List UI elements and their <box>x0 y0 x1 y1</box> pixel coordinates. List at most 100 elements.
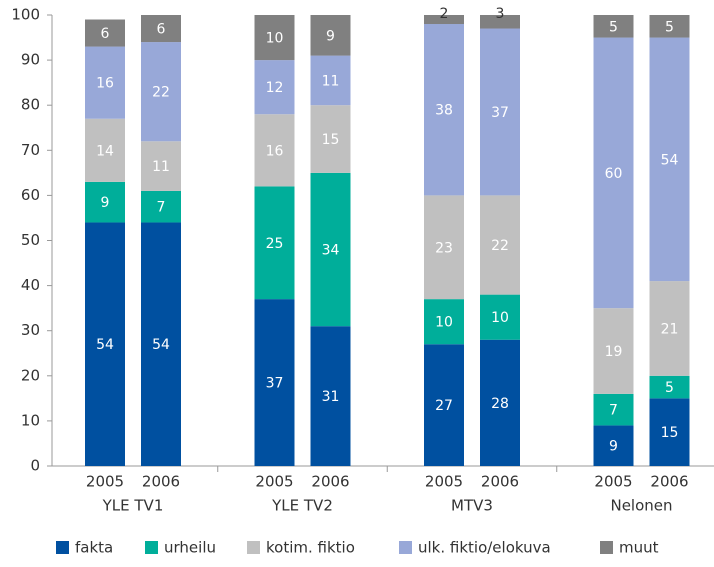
bar-segment <box>141 141 181 191</box>
bar-segment <box>254 15 295 61</box>
legend-label: fakta <box>75 539 113 557</box>
data-label: 6 <box>157 22 166 38</box>
data-label: 25 <box>266 236 284 252</box>
y-tick-label: 10 <box>21 411 40 429</box>
bar-segment <box>649 37 690 282</box>
data-label: 10 <box>266 31 284 47</box>
legend-label: ulk. fiktio/elokuva <box>418 539 551 557</box>
data-label: 9 <box>609 439 618 455</box>
legend-swatch <box>145 541 158 554</box>
group-label: YLE TV1 <box>102 497 164 515</box>
bar-segment <box>85 19 125 47</box>
bar-segment <box>424 15 464 25</box>
data-label: 15 <box>661 425 679 441</box>
data-label: 10 <box>491 310 509 326</box>
bar-segment <box>85 118 125 182</box>
data-label: 5 <box>609 19 618 35</box>
legend-swatch <box>247 541 260 554</box>
bar-segment <box>649 15 690 38</box>
x-tick-label: 2005 <box>425 473 463 491</box>
x-tick-label: 2005 <box>86 473 124 491</box>
data-label: 54 <box>152 337 170 353</box>
bar-segment <box>85 181 125 223</box>
bar-segment <box>254 114 295 187</box>
x-tick-label: 2005 <box>255 473 293 491</box>
bar-segment <box>85 46 125 119</box>
data-label: 23 <box>435 240 453 256</box>
bar-segment <box>310 172 351 327</box>
data-label: 37 <box>491 105 509 121</box>
bar-segment <box>480 28 520 196</box>
group-label: Nelonen <box>610 497 672 515</box>
data-label: 16 <box>96 76 114 92</box>
data-label: 10 <box>435 315 453 331</box>
data-label: 6 <box>101 26 110 42</box>
bar-segment <box>649 398 690 466</box>
group-label: MTV3 <box>451 497 493 515</box>
data-label: 9 <box>101 195 110 211</box>
bar-segment <box>480 294 520 340</box>
data-label: 11 <box>322 73 340 89</box>
bar-segment <box>141 190 181 223</box>
y-tick-label: 90 <box>21 51 40 69</box>
data-label: 34 <box>322 243 340 259</box>
data-label: 27 <box>435 398 453 414</box>
bar-segment <box>310 15 351 56</box>
bar-segment <box>649 375 690 399</box>
data-label: 37 <box>266 376 284 392</box>
bar-segment <box>310 105 351 173</box>
bar-segment <box>593 425 634 466</box>
bar-segment <box>141 42 181 142</box>
bar-segment <box>310 55 351 106</box>
bar-segment <box>593 308 634 394</box>
data-label: 15 <box>322 132 340 148</box>
data-label: 54 <box>96 337 114 353</box>
data-label: 22 <box>491 238 509 254</box>
y-tick-label: 40 <box>21 276 40 294</box>
y-tick-label: 60 <box>21 186 40 204</box>
data-label: 7 <box>157 200 166 216</box>
bar-segment <box>424 195 464 300</box>
data-label: 5 <box>665 19 674 35</box>
bar-segment <box>254 186 295 300</box>
data-label: 9 <box>326 28 335 44</box>
bar-segment <box>310 326 351 466</box>
bar-segment <box>424 344 464 466</box>
bar-segment <box>254 60 295 115</box>
data-label: 7 <box>609 403 618 419</box>
y-tick-label: 0 <box>30 457 40 475</box>
y-tick-label: 100 <box>11 6 40 24</box>
x-tick-label: 2006 <box>311 473 349 491</box>
data-label: 14 <box>96 143 114 159</box>
data-label: 3 <box>496 6 505 22</box>
x-tick-label: 2006 <box>142 473 180 491</box>
bar-segment <box>141 222 181 466</box>
y-tick-label: 80 <box>21 96 40 114</box>
data-label: 54 <box>661 152 679 168</box>
data-label: 11 <box>152 159 170 175</box>
bar-segment <box>141 15 181 43</box>
y-tick-label: 70 <box>21 141 40 159</box>
legend-label: urheilu <box>164 539 216 557</box>
data-label: 2 <box>440 6 449 22</box>
data-label: 19 <box>605 344 623 360</box>
legend-swatch <box>56 541 69 554</box>
x-tick-label: 2005 <box>594 473 632 491</box>
bar-segment <box>480 339 520 466</box>
legend-label: muut <box>619 539 659 557</box>
bar-segment <box>85 222 125 466</box>
data-label: 16 <box>266 143 284 159</box>
data-label: 28 <box>491 396 509 412</box>
data-label: 22 <box>152 85 170 101</box>
data-label: 5 <box>665 380 674 396</box>
bar-segment <box>254 299 295 466</box>
data-label: 38 <box>435 103 453 119</box>
x-tick-label: 2006 <box>481 473 519 491</box>
legend-label: kotim. fiktio <box>266 539 355 557</box>
data-label: 12 <box>266 80 284 96</box>
bar-segment <box>649 281 690 376</box>
data-label: 21 <box>661 321 679 337</box>
x-tick-label: 2006 <box>650 473 688 491</box>
y-tick-label: 50 <box>21 231 40 249</box>
